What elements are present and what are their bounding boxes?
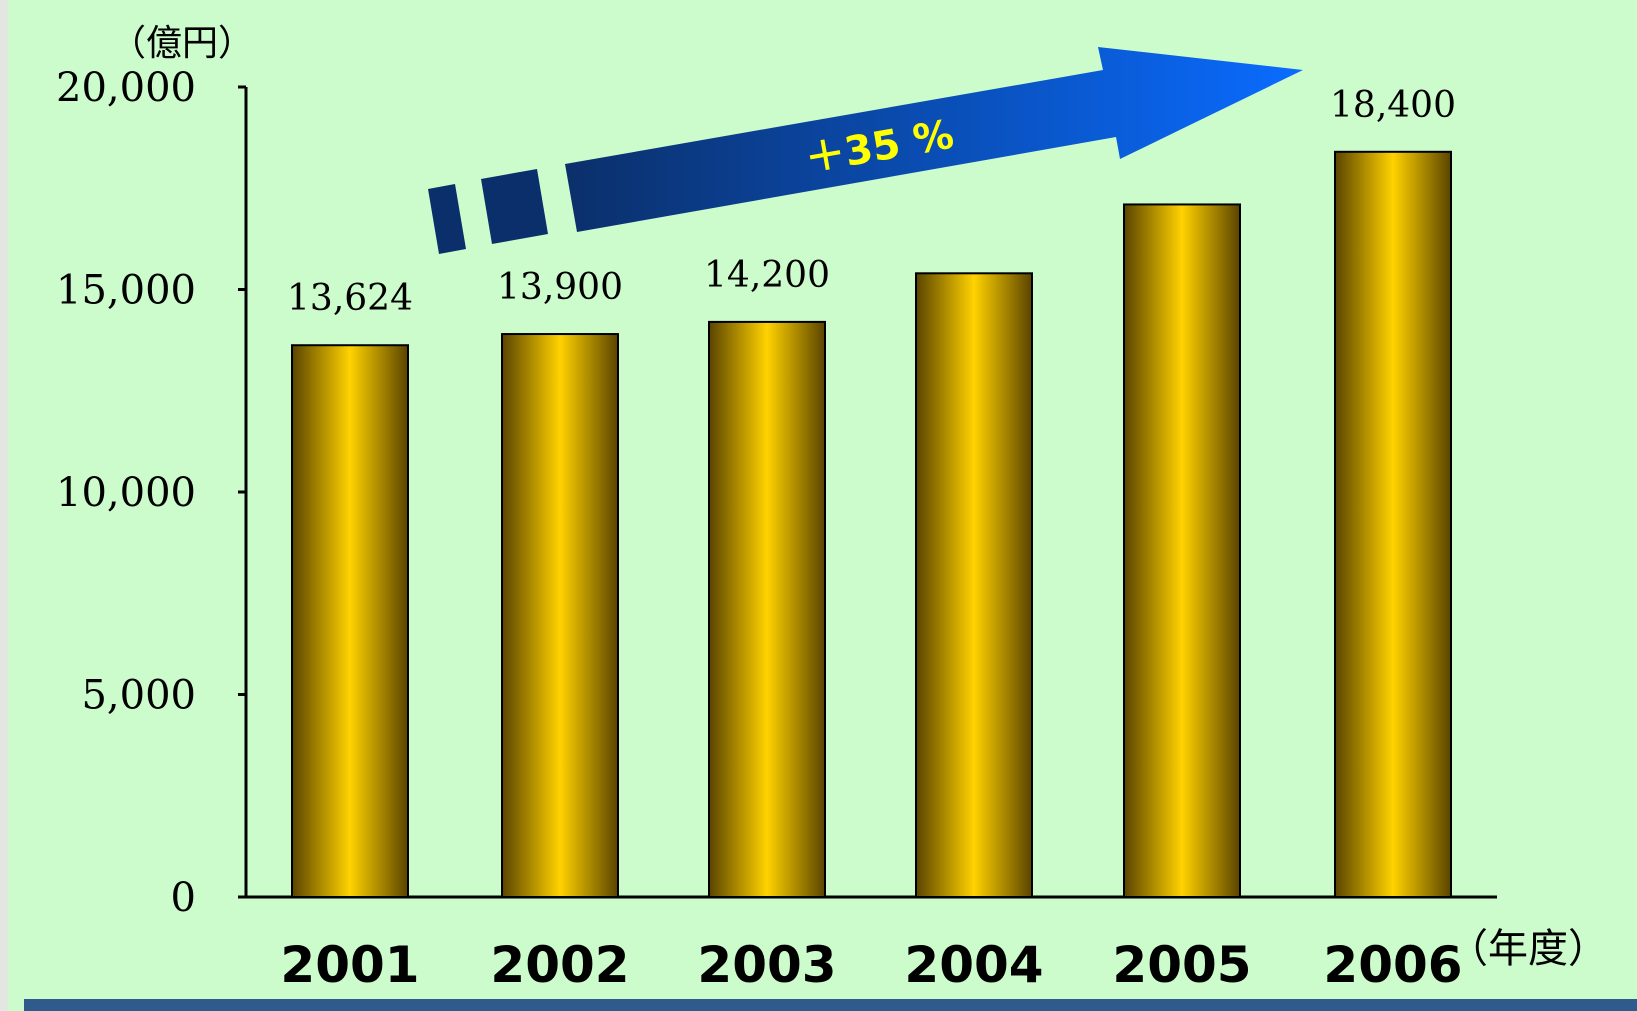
y-tick-label: 15,000 — [56, 268, 196, 314]
x-axis-label: （年度） — [1448, 926, 1608, 972]
bar-2006 — [1334, 150, 1452, 899]
bar-2002 — [501, 333, 619, 898]
bars — [291, 150, 1452, 899]
data-label: 14,200 — [704, 255, 830, 296]
bar-2001 — [291, 344, 409, 898]
x-tick-label: 2005 — [1112, 936, 1251, 994]
bottom-accent-bar — [24, 999, 1637, 1011]
x-tick-labels: 2001 2002 2003 2004 2005 2006 — [280, 936, 1462, 994]
y-ticks: 0 5,000 10,000 15,000 20,000 — [56, 65, 246, 921]
data-label: 13,900 — [497, 267, 623, 308]
y-tick-label: 20,000 — [56, 65, 196, 111]
bar-2005 — [1123, 203, 1241, 898]
data-labels: 13,624 13,900 14,200 18,400 — [287, 85, 1456, 319]
arrow-dash-1 — [428, 184, 466, 254]
x-tick-label: 2002 — [490, 936, 629, 994]
data-label: 13,624 — [287, 278, 413, 319]
data-label: 18,400 — [1330, 85, 1456, 126]
x-tick-label: 2003 — [697, 936, 836, 994]
y-tick-label: 5,000 — [81, 673, 196, 719]
arrow-dash-2 — [481, 169, 548, 244]
arrow-body — [565, 47, 1303, 232]
y-unit-label: （億円） — [110, 23, 254, 64]
x-tick-label: 2004 — [904, 936, 1043, 994]
y-tick-label: 0 — [171, 875, 196, 921]
growth-arrow: ＋35 % — [428, 47, 1303, 254]
y-tick-label: 10,000 — [56, 470, 196, 516]
x-tick-label: 2001 — [280, 936, 419, 994]
x-tick-label: 2006 — [1323, 936, 1462, 994]
bar-2003 — [708, 320, 826, 898]
bar-2004 — [915, 272, 1033, 898]
